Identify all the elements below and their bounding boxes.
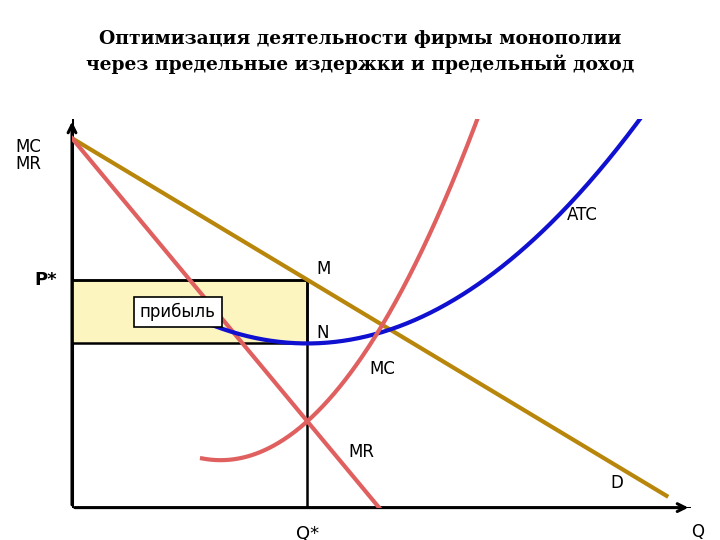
Text: Оптимизация деятельности фирмы монополии
через предельные издержки и предельный : Оптимизация деятельности фирмы монополии… xyxy=(86,30,634,74)
Text: прибыль: прибыль xyxy=(140,302,216,321)
Text: Q: Q xyxy=(691,523,704,540)
Text: P*: P* xyxy=(34,271,57,289)
Text: N: N xyxy=(317,323,329,341)
Text: Q*: Q* xyxy=(296,525,319,540)
Text: M: M xyxy=(317,260,331,278)
Text: MC
MR: MC MR xyxy=(15,138,41,173)
Text: MC: MC xyxy=(369,360,395,378)
Text: MR: MR xyxy=(348,443,374,461)
Polygon shape xyxy=(72,280,307,343)
Text: ATC: ATC xyxy=(567,206,598,224)
Text: D: D xyxy=(611,474,624,492)
